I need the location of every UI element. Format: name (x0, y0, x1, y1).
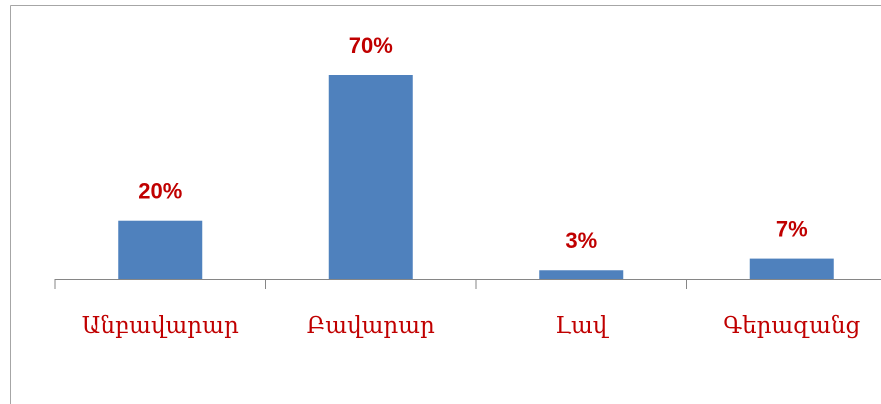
value-label: 70% (349, 33, 393, 58)
value-label: 20% (138, 179, 182, 204)
value-label: 7% (776, 216, 808, 241)
x-tick-label: Լավ (555, 313, 610, 339)
value-label: 3% (565, 228, 597, 253)
bar (749, 258, 834, 279)
x-tick-label: Անբավարար (82, 313, 239, 339)
bar (118, 220, 203, 279)
bar (539, 270, 624, 279)
x-tick-label: Գերազանց (723, 313, 860, 339)
x-tick-label: Բավարար (307, 313, 435, 339)
bar (328, 75, 413, 279)
